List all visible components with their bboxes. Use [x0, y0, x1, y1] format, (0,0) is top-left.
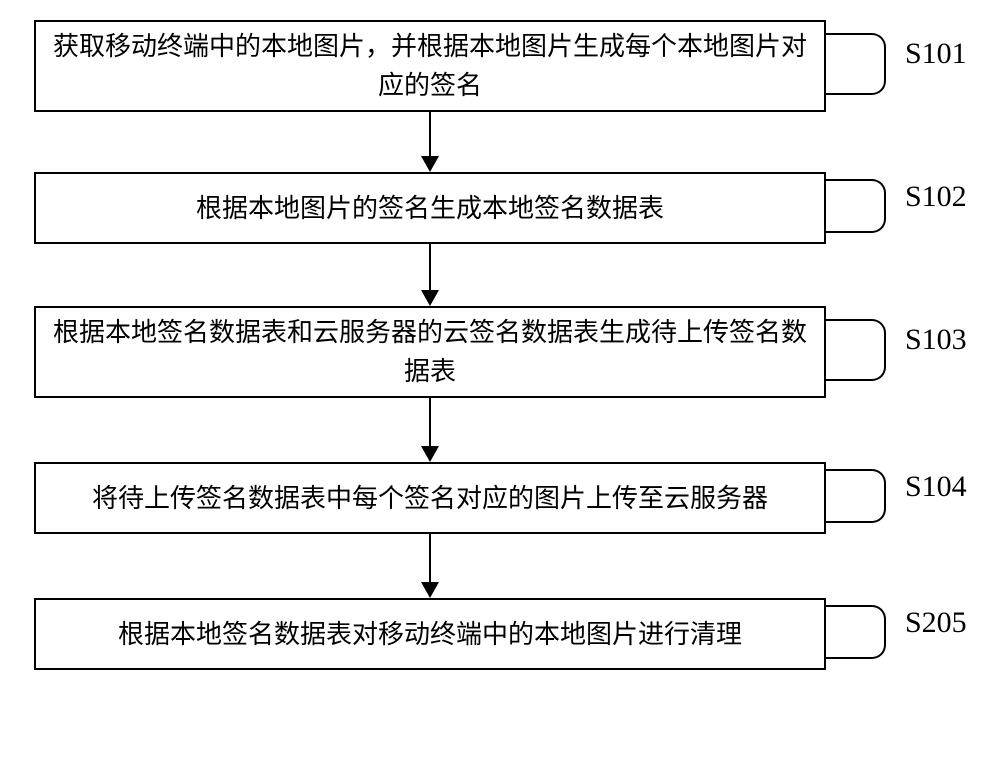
step-id-label: S205: [905, 606, 967, 640]
label-connector-brace: [826, 605, 886, 659]
flowchart-canvas: 获取移动终端中的本地图片，并根据本地图片生成每个本地图片对应的签名 S101 根据本…: [0, 0, 1000, 764]
step-text: 根据本地图片的签名生成本地签名数据表: [196, 189, 664, 228]
step-text: 将待上传签名数据表中每个签名对应的图片上传至云服务器: [92, 479, 768, 518]
flow-arrow-head-icon: [421, 290, 439, 306]
flowchart-step-box: 根据本地图片的签名生成本地签名数据表: [34, 172, 826, 244]
step-text: 获取移动终端中的本地图片，并根据本地图片生成每个本地图片对应的签名: [52, 27, 808, 105]
step-text: 根据本地签名数据表对移动终端中的本地图片进行清理: [118, 615, 742, 654]
flow-arrow-line: [429, 244, 432, 290]
flow-arrow-head-icon: [421, 446, 439, 462]
flow-arrow-line: [429, 534, 432, 582]
flowchart-step-box: 将待上传签名数据表中每个签名对应的图片上传至云服务器: [34, 462, 826, 534]
flowchart-step-box: 获取移动终端中的本地图片，并根据本地图片生成每个本地图片对应的签名: [34, 20, 826, 112]
label-connector-brace: [826, 319, 886, 381]
flowchart-step-box: 根据本地签名数据表和云服务器的云签名数据表生成待上传签名数据表: [34, 306, 826, 398]
flow-arrow-line: [429, 112, 432, 156]
label-connector-brace: [826, 33, 886, 95]
flowchart-step-box: 根据本地签名数据表对移动终端中的本地图片进行清理: [34, 598, 826, 670]
flow-arrow-head-icon: [421, 156, 439, 172]
flow-arrow-head-icon: [421, 582, 439, 598]
label-connector-brace: [826, 179, 886, 233]
flow-arrow-line: [429, 398, 432, 446]
step-id-label: S104: [905, 470, 967, 504]
step-id-label: S102: [905, 180, 967, 214]
step-id-label: S103: [905, 323, 967, 357]
step-text: 根据本地签名数据表和云服务器的云签名数据表生成待上传签名数据表: [52, 313, 808, 391]
label-connector-brace: [826, 469, 886, 523]
step-id-label: S101: [905, 37, 967, 71]
